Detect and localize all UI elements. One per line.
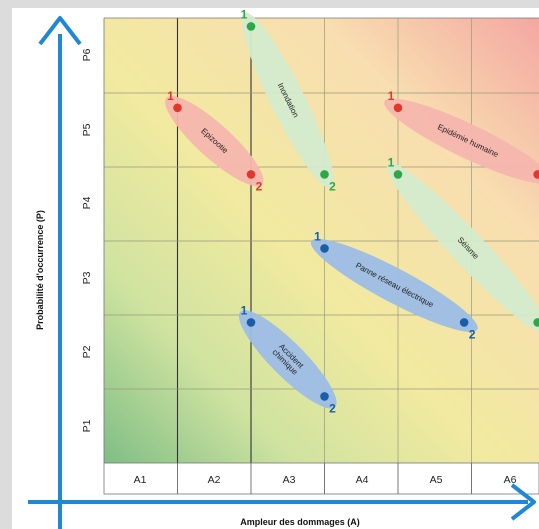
risk-start-point [393,103,403,113]
y-tick-P2: P2 [81,345,93,358]
risk-start-number: 1 [241,7,248,21]
risk-end-point [459,318,469,327]
x-axis [28,483,536,521]
risk-start-point [320,244,329,253]
y-tick-P5: P5 [81,123,93,136]
x-tick-A6: A6 [504,474,517,486]
risk-ellipse [238,310,337,409]
x-tick-separators [177,463,472,494]
risk-item: 12Séisme [386,155,539,335]
risk-start-number: 1 [314,229,321,243]
x-tick-row [103,462,539,495]
risk-start-point [393,170,403,179]
y-tick-P3: P3 [81,271,93,284]
risk-start-point [246,318,256,327]
risk-ellipse [241,12,334,189]
risk-end-point [246,170,256,179]
risk-ellipse [165,95,264,187]
risk-end-point [320,170,329,179]
y-tick-labels: P1 P2 P3 P4 P5 P6 [81,48,93,432]
risk-ellipse [384,98,539,184]
y-tick-P1: P1 [81,419,93,432]
risk-end-number: 2 [329,179,336,193]
risk-start-number: 1 [241,303,248,317]
risk-end-number: 2 [329,401,336,415]
risk-start-number: 1 [167,89,174,103]
x-tick-labels: A1 A2 A3 A4 A5 A6 [134,474,517,486]
risk-start-number: 1 [388,89,395,103]
risk-end-number: 2 [256,179,263,193]
risk-start-number: 1 [388,155,395,169]
risk-end-point [533,170,539,179]
risk-start-point [173,103,182,113]
x-tick-A2: A2 [208,474,221,486]
x-tick-A3: A3 [283,474,296,486]
risk-end-point [533,318,539,327]
x-tick-A1: A1 [134,474,147,486]
risk-end-point [320,392,329,401]
x-axis-title: Ampleur des dommages (A) [240,517,360,527]
risk-ellipse [386,162,539,335]
x-tick-A4: A4 [356,474,369,486]
risk-end-number: 2 [469,327,476,341]
y-tick-P4: P4 [81,196,93,209]
risk-ellipse [310,238,478,332]
y-axis [38,16,82,529]
y-axis-title: Probabilité d'occurrence (P) [35,210,45,330]
risk-start-point [246,22,256,31]
x-tick-A5: A5 [430,474,443,486]
y-tick-P6: P6 [81,48,93,61]
